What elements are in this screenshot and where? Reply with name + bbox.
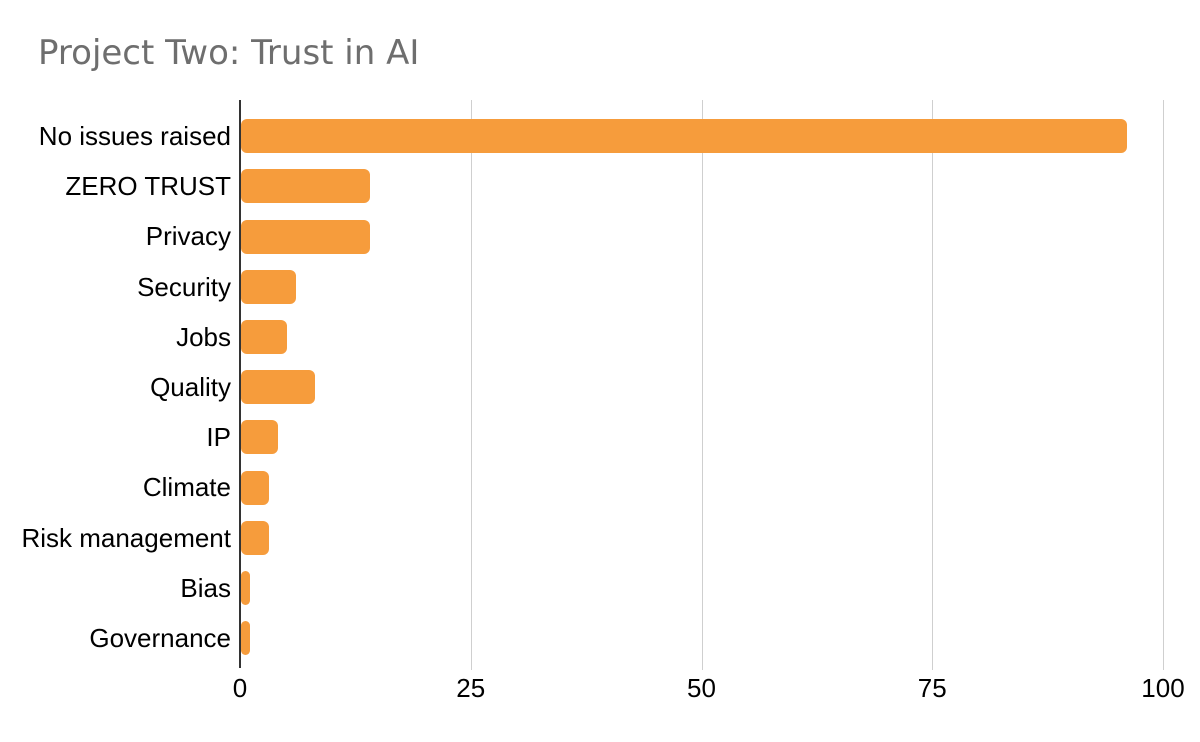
gridline-100	[1163, 100, 1164, 670]
bar	[241, 319, 288, 354]
chart-title: Project Two: Trust in AI	[38, 33, 420, 73]
bar	[241, 470, 269, 505]
x-tick-label-75: 75	[917, 673, 947, 703]
bar	[241, 420, 278, 455]
category-label: Jobs	[176, 321, 231, 352]
x-tick-label-25: 25	[456, 673, 486, 703]
category-label: Climate	[142, 472, 231, 503]
bar	[241, 219, 371, 254]
x-tick-label-0: 0	[232, 673, 248, 703]
category-label: Quality	[150, 372, 231, 402]
gridline-25	[470, 100, 472, 670]
x-tick-label-100: 100	[1141, 673, 1185, 703]
bar	[241, 520, 269, 555]
bar	[241, 269, 297, 304]
bar	[241, 570, 251, 605]
bar	[241, 119, 1128, 154]
category-label: Privacy	[145, 221, 231, 252]
category-label: Security	[137, 271, 231, 302]
category-label: Risk management	[21, 522, 231, 553]
y-axis-baseline	[239, 100, 241, 668]
category-label: ZERO TRUST	[65, 171, 231, 202]
category-label: Bias	[180, 572, 231, 603]
gridline-50	[701, 100, 703, 670]
category-label: No issues raised	[38, 121, 231, 151]
category-label: IP	[206, 422, 231, 453]
bar	[241, 621, 251, 656]
bar	[241, 169, 371, 204]
gridline-75	[932, 100, 934, 670]
x-tick-label-50: 50	[687, 673, 716, 703]
category-label: Governance	[89, 623, 231, 653]
bar	[241, 370, 315, 405]
